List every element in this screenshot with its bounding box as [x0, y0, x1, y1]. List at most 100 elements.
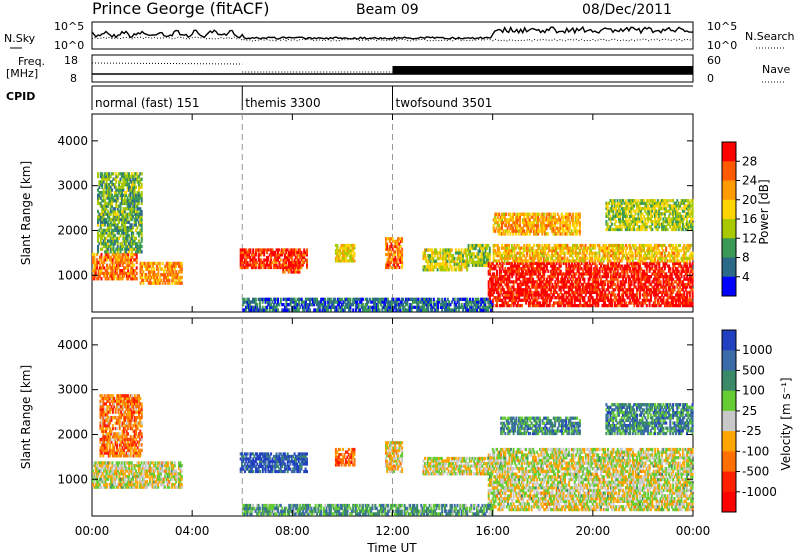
data-cell	[615, 207, 618, 211]
data-cell	[615, 251, 618, 255]
data-cell	[306, 261, 308, 265]
data-cell	[125, 183, 128, 187]
data-cell	[131, 277, 134, 281]
data-cell	[126, 174, 129, 179]
data-cell	[503, 218, 506, 222]
data-cell	[560, 221, 563, 225]
data-cell	[568, 275, 571, 279]
data-cell	[139, 172, 142, 176]
data-cell	[620, 225, 623, 229]
data-cell	[529, 288, 532, 292]
data-cell	[644, 261, 647, 265]
data-cell	[580, 246, 583, 250]
data-cell	[626, 227, 629, 232]
data-cell	[526, 221, 529, 225]
data-cell	[123, 271, 125, 275]
data-cell	[115, 255, 118, 259]
data-cell	[647, 293, 650, 297]
data-cell	[551, 218, 554, 222]
data-cell	[111, 209, 114, 214]
data-cell	[97, 231, 99, 235]
data-cell	[588, 275, 591, 279]
data-cell	[176, 275, 179, 280]
data-cell	[128, 247, 130, 251]
data-cell	[593, 269, 596, 273]
data-cell	[494, 282, 497, 287]
data-cell	[529, 275, 532, 279]
data-cell	[504, 269, 507, 273]
data-cell	[115, 263, 118, 267]
data-cell	[274, 250, 277, 254]
data-cell	[636, 275, 639, 279]
data-cell	[641, 277, 644, 281]
data-cell	[604, 282, 607, 287]
data-cell	[656, 280, 659, 284]
data-cell	[129, 191, 132, 195]
data-cell	[675, 272, 677, 276]
data-cell	[498, 298, 501, 302]
data-cell	[670, 251, 673, 255]
data-cell	[508, 293, 511, 297]
data-cell	[552, 293, 555, 297]
data-cell	[618, 293, 621, 297]
data-cell	[602, 275, 605, 279]
data-cell	[130, 223, 133, 227]
data-cell	[616, 259, 619, 263]
data-cell	[179, 281, 182, 285]
data-cell	[610, 217, 613, 221]
data-cell	[530, 259, 533, 263]
data-cell	[126, 180, 129, 184]
data-cell	[106, 226, 109, 230]
data-cell	[620, 256, 623, 260]
data-cell	[655, 249, 658, 253]
data-cell	[575, 304, 578, 308]
data-cell	[622, 249, 624, 253]
data-cell	[157, 261, 160, 266]
data-cell	[344, 256, 347, 260]
data-cell	[690, 285, 693, 289]
data-cell	[600, 296, 602, 300]
data-cell	[145, 275, 148, 280]
data-cell	[547, 261, 550, 265]
data-cell	[609, 214, 612, 218]
data-cell	[270, 253, 273, 257]
data-cell	[625, 277, 627, 281]
data-cell	[346, 243, 349, 248]
data-cell	[652, 259, 655, 263]
data-cell	[609, 207, 612, 211]
data-cell	[570, 259, 573, 263]
data-cell	[496, 251, 499, 255]
data-cell	[493, 290, 496, 294]
data-cell	[429, 256, 432, 261]
data-cell	[636, 246, 638, 250]
data-cell	[268, 248, 271, 252]
data-cell	[618, 298, 621, 302]
data-cell	[428, 259, 431, 263]
data-cell	[558, 285, 561, 289]
data-cell	[656, 261, 659, 265]
data-cell	[106, 183, 109, 187]
data-cell	[624, 207, 627, 211]
data-cell	[562, 215, 565, 219]
data-cell	[687, 256, 690, 260]
data-cell	[290, 266, 293, 270]
data-cell	[691, 251, 694, 255]
data-cell	[106, 228, 109, 232]
data-cell	[501, 264, 504, 268]
data-cell	[98, 242, 101, 246]
data-cell	[570, 290, 573, 294]
data-cell	[562, 249, 565, 253]
data-cell	[137, 250, 140, 254]
data-cell	[502, 251, 505, 255]
data-cell	[565, 264, 568, 268]
data-cell	[622, 243, 624, 248]
data-cell	[513, 256, 516, 260]
data-cell	[651, 249, 654, 253]
data-cell	[630, 301, 633, 305]
data-cell	[539, 272, 541, 276]
data-cell	[115, 191, 118, 195]
data-cell	[615, 254, 618, 258]
data-cell	[505, 223, 508, 228]
data-cell	[587, 298, 590, 302]
data-cell	[503, 232, 506, 236]
